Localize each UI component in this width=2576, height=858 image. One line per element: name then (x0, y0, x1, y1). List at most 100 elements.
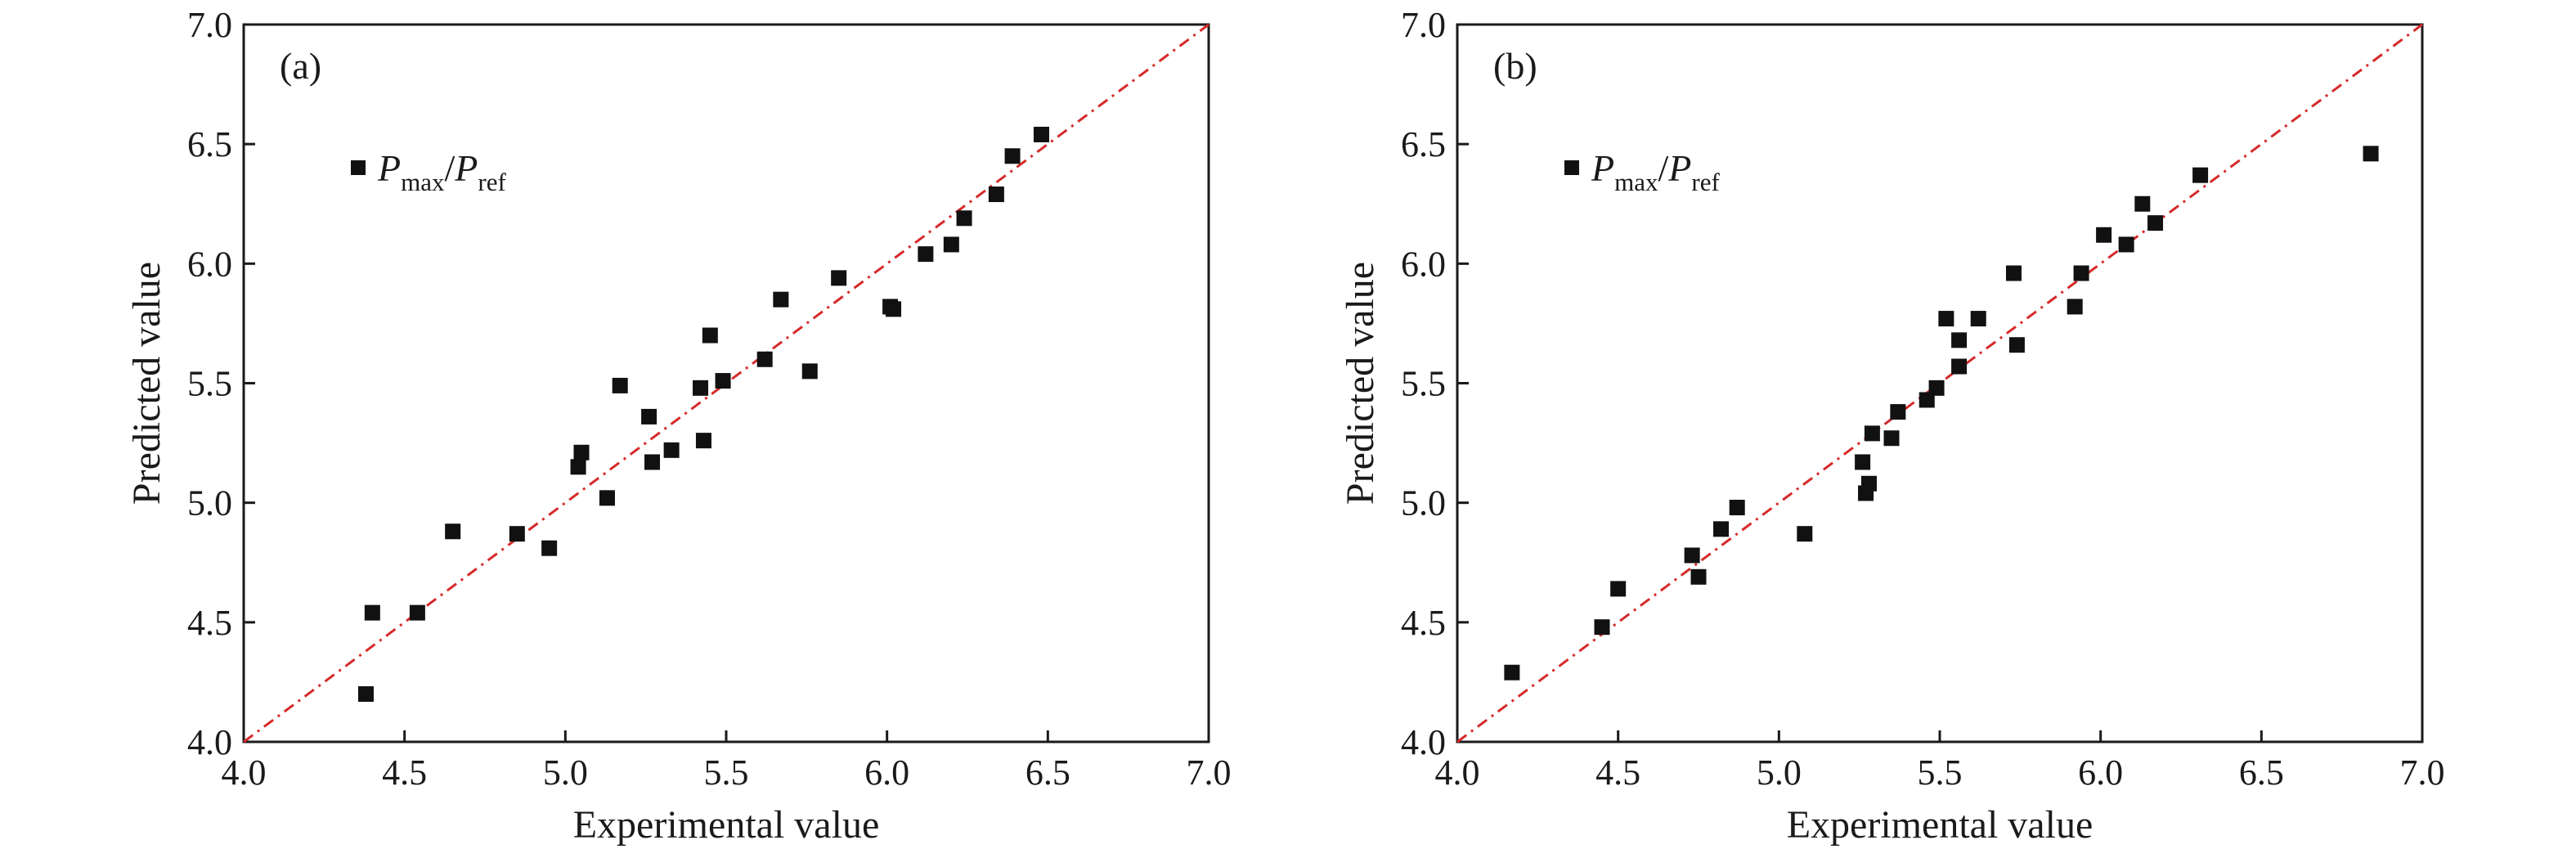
panel-a-data-point (663, 442, 680, 458)
panel-a-data-point (918, 246, 934, 263)
panel-a-chart: 4.0 4.5 5.0 5.5 6.0 6.5 7.0 4.0 4.5 5.0 5.5 6.0 6.5 7… (125, 5, 1232, 847)
panel-a-legend-symbol: P (377, 147, 401, 189)
panel-b-x-tick-label: 5.5 (1918, 752, 1963, 793)
panel-b-legend-marker (1564, 160, 1579, 175)
panel-a-panel-label: (a) (280, 45, 321, 87)
panel-b-data-point (2005, 265, 2022, 281)
panel-b-y-tick-label: 5.5 (1401, 364, 1446, 404)
panel-a-data-point (693, 380, 709, 396)
panel-b-data-point (1919, 392, 1935, 408)
panel-b-data-point (1864, 425, 1880, 442)
panel-a-y-tick-label: 7.0 (187, 5, 232, 45)
panel-a-x-axis-title: Experimental value (573, 803, 880, 847)
panel-b-x-tick-label: 7.0 (2400, 752, 2445, 793)
panel-a-data-point (409, 604, 425, 621)
panel-a-x-tick-label: 6.5 (1025, 752, 1070, 793)
panel-b-data-point (2134, 195, 2151, 212)
panel-a-data-point (573, 444, 590, 460)
panel-a-legend-sub2: ref (478, 168, 506, 196)
panel-b-data-point (1860, 475, 1877, 492)
panel-a-legend-sub1: max (401, 168, 445, 196)
panel-b-data-point (1890, 404, 1906, 420)
panel-a-data-point (831, 270, 847, 286)
panel-a-data-point (715, 373, 731, 389)
panel-b-data-point (1970, 311, 1986, 327)
panel-b-x-tick-label: 6.0 (2078, 752, 2123, 793)
panel-a-data-point (695, 433, 711, 449)
panel-a-y-tick-label: 4.0 (187, 722, 232, 762)
panel-b-data-point (1690, 568, 1707, 585)
panel-b-data-point (1928, 380, 1945, 396)
panel-b-data-point (1713, 521, 1730, 537)
panel-b-data-point (1729, 500, 1745, 516)
panel-a-x-tick-label: 7.0 (1187, 752, 1232, 793)
panel-a-x-tick-label: 4.0 (222, 752, 267, 793)
panel-b-x-tick-label: 4.0 (1435, 752, 1480, 793)
panel-b-chart: 4.0 4.5 5.0 5.5 6.0 6.5 7.0 4.0 4.5 5.0 5.5 6.0 6.5 7… (1339, 5, 2445, 847)
panel-a-data-point (364, 604, 380, 621)
panel-a-x-tick-label: 5.5 (704, 752, 749, 793)
panel-a-data-point (599, 490, 615, 506)
panel-b-y-tick-label: 5.0 (1401, 483, 1446, 523)
panel-b-legend-sep: / (1658, 147, 1668, 189)
panel-b-data-point (1855, 454, 1871, 470)
panel-b-legend-sub2: ref (1691, 168, 1720, 196)
panel-a-y-tick-label: 6.0 (187, 244, 232, 284)
panel-a-data-point (1033, 126, 1049, 142)
panel-b-x-tick-label: 4.5 (1595, 752, 1640, 793)
panel-b-legend-symbol2: P (1667, 147, 1691, 189)
panel-b-panel-label: (b) (1493, 45, 1537, 87)
panel-b-y-tick-label: 6.5 (1401, 124, 1446, 164)
panel-a-legend-sep: / (444, 147, 455, 189)
panel-a-x-tick-label: 4.5 (382, 752, 427, 793)
panel-a-data-point (1004, 148, 1021, 164)
panel-a-x-tick-label: 6.0 (864, 752, 909, 793)
panel-b-x-axis-title: Experimental value (1787, 803, 2094, 847)
panel-a-y-tick-label: 5.0 (187, 483, 232, 523)
panel-a-legend-symbol2: P (454, 147, 478, 189)
panel-a-data-point (988, 186, 1004, 203)
panel-a-y-tick-label: 4.5 (187, 603, 232, 643)
panel-b-data-point (1797, 526, 1813, 542)
panel-b-data-point (1684, 547, 1700, 564)
panel-b-data-point (2067, 299, 2083, 315)
panel-a-data-point (886, 301, 902, 317)
panel-a-data-point (702, 327, 718, 344)
panel-a-legend-marker (351, 160, 366, 175)
panel-b-y-tick-label: 6.0 (1401, 244, 1446, 284)
panel-b-data-point (2118, 236, 2134, 253)
panel-b-data-point (1938, 311, 1954, 327)
panel-a-data-point (956, 210, 972, 227)
panel-a-data-point (644, 454, 661, 470)
panel-a-y-axis-title: Predicted value (125, 262, 168, 505)
panel-b-y-tick-label: 7.0 (1401, 5, 1446, 45)
panel-a-data-point (357, 686, 374, 703)
panel-b-y-tick-label: 4.0 (1401, 722, 1446, 762)
panel-b-data-point (1504, 664, 1520, 681)
panel-a-data-point (773, 291, 789, 308)
panel-b-data-point (1883, 430, 1900, 447)
panel-a-data-point (509, 526, 525, 542)
panel-b-data-point (2147, 215, 2164, 231)
panel-b-data-point (1951, 332, 1968, 348)
panel-a-y-tick-label: 5.5 (187, 364, 232, 404)
panel-a-data-point (541, 540, 558, 556)
panel-a-data-point (612, 377, 628, 393)
panel-b-data-point (1951, 358, 1968, 375)
panel-a-data-point (641, 408, 657, 425)
panel-b-data-point (2192, 167, 2209, 183)
panel-b-legend-label: Pmax/Pref (1591, 147, 1720, 196)
panel-a-data-point (570, 459, 586, 475)
panel-b-y-axis-title: Predicted value (1339, 262, 1382, 505)
panel-a-data-point (943, 236, 959, 253)
panel-a-y-tick-label: 6.5 (187, 124, 232, 164)
panel-b-y-tick-label: 4.5 (1401, 603, 1446, 643)
panel-b-x-tick-label: 5.0 (1757, 752, 1802, 793)
panel-b-data-point (2073, 265, 2089, 281)
panel-b-data-point (2008, 337, 2025, 353)
panel-b-data-point (2096, 227, 2112, 243)
panel-b-legend-sub1: max (1614, 168, 1658, 196)
panel-b-data-point (1610, 581, 1627, 597)
panel-a-data-point (801, 363, 818, 380)
